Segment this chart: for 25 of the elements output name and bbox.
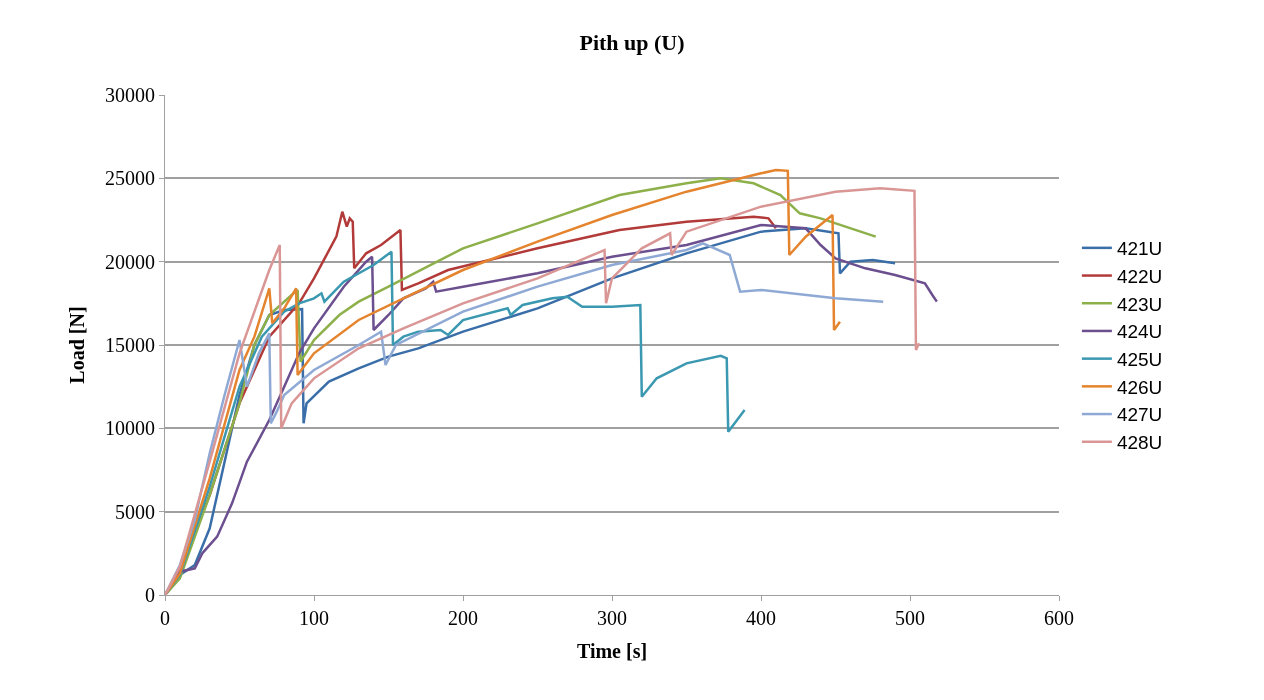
x-tick-label: 100 [299, 607, 329, 629]
x-tick-label: 600 [1044, 607, 1074, 629]
x-axis-title: Time [s] [576, 639, 648, 662]
x-tick-label: 0 [160, 607, 170, 629]
legend-label: 422U [1116, 265, 1163, 287]
chart-title: Pith up (U) [579, 30, 685, 56]
y-tick-label: 15000 [105, 334, 155, 356]
x-tick-label: 200 [448, 607, 478, 629]
legend-label: 427U [1116, 404, 1163, 426]
x-tick-label: 400 [746, 607, 776, 629]
y-tick-label: 30000 [105, 84, 155, 106]
y-tick-label: 20000 [105, 250, 155, 273]
legend-label: 424U [1116, 321, 1163, 343]
legend-label: 425U [1116, 349, 1163, 371]
y-tick-label: 5000 [115, 500, 155, 523]
y-axis-title: Load [N] [65, 306, 88, 384]
legend-label: 426U [1116, 376, 1163, 398]
x-tick-label: 300 [597, 607, 627, 629]
legend-label: 421U [1116, 238, 1163, 260]
legend-label: 428U [1116, 432, 1163, 454]
y-tick-label: 10000 [105, 417, 155, 440]
legend-label: 423U [1116, 293, 1163, 315]
y-tick-label: 0 [145, 584, 155, 606]
y-tick-label: 25000 [105, 167, 155, 190]
x-tick-label: 500 [895, 607, 925, 629]
